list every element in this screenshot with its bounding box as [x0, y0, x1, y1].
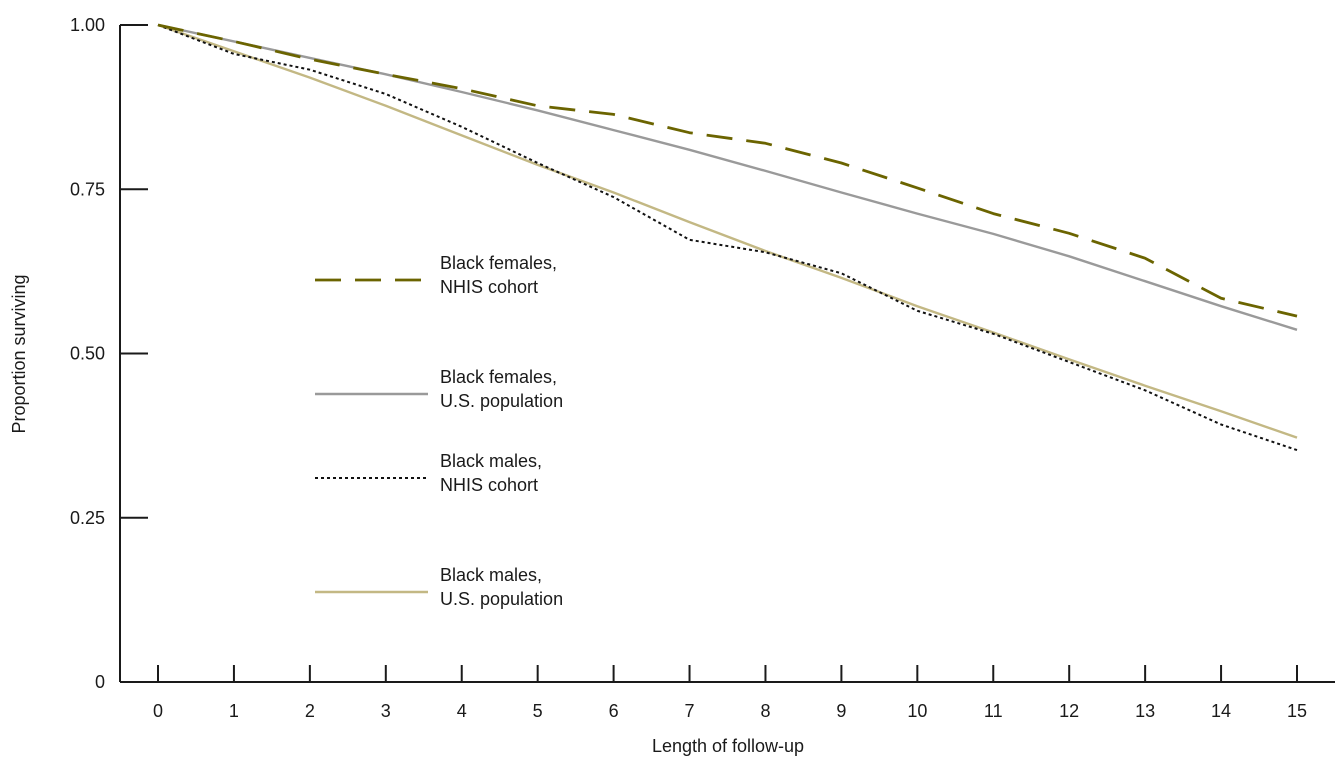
legend-label: Black females, [440, 367, 557, 387]
x-axis-title: Length of follow-up [652, 736, 804, 756]
legend-label: NHIS cohort [440, 475, 538, 495]
series-line-1 [157, 23, 1298, 318]
x-tick-label: 13 [1135, 701, 1155, 721]
x-tick-label: 1 [229, 701, 239, 721]
x-tick-label: 11 [984, 701, 1003, 721]
y-tick-label: 0.25 [70, 508, 105, 528]
y-tick-label: 0 [95, 672, 105, 692]
x-tick-label: 4 [457, 701, 467, 721]
x-tick-label: 9 [836, 701, 846, 721]
x-tick-label: 15 [1287, 701, 1307, 721]
axes: 00.250.500.751.00 0 1 2 3 4 5 6 7 8 9 10 11 12 13 14 15 [70, 15, 1335, 721]
series-line-2 [157, 23, 1298, 331]
y-tick-label: 0.50 [70, 344, 105, 364]
legend-label: U.S. population [440, 589, 563, 609]
x-axis-ticks: 0 1 2 3 4 5 6 7 8 9 10 11 12 13 14 15 [153, 665, 1307, 721]
legend-label: Black males, [440, 451, 542, 471]
legend: Black females, NHIS cohort Black females, U… [315, 253, 563, 609]
y-axis-title: Proportion surviving [9, 274, 29, 433]
legend-label: Black males, [440, 565, 542, 585]
legend-label: Black females, [440, 253, 557, 273]
series-layer [157, 23, 1298, 452]
x-tick-label: 5 [533, 701, 543, 721]
y-tick-label: 1.00 [70, 15, 105, 35]
legend-label: U.S. population [440, 391, 563, 411]
y-tick-label: 0.75 [70, 179, 105, 199]
legend-item-1: Black females, NHIS cohort [315, 253, 557, 297]
y-axis-ticks: 0 0.25 0.50 0.75 1.00 [70, 15, 148, 692]
x-tick-label: 14 [1211, 701, 1231, 721]
x-tick-label: 7 [685, 701, 695, 721]
x-tick-label: 8 [760, 701, 770, 721]
legend-item-3: Black males, NHIS cohort [315, 451, 542, 495]
x-tick-label: 0 [153, 701, 163, 721]
x-tick-label: 6 [609, 701, 619, 721]
series-line-3 [157, 24, 1298, 452]
x-tick-label: 12 [1059, 701, 1079, 721]
legend-label: NHIS cohort [440, 277, 538, 297]
legend-item-2: Black females, U.S. population [315, 367, 563, 411]
x-tick-label: 3 [381, 701, 391, 721]
series-line-4 [157, 23, 1298, 439]
legend-item-4: Black males, U.S. population [315, 565, 563, 609]
x-tick-label: 10 [907, 701, 927, 721]
x-tick-label: 2 [305, 701, 315, 721]
